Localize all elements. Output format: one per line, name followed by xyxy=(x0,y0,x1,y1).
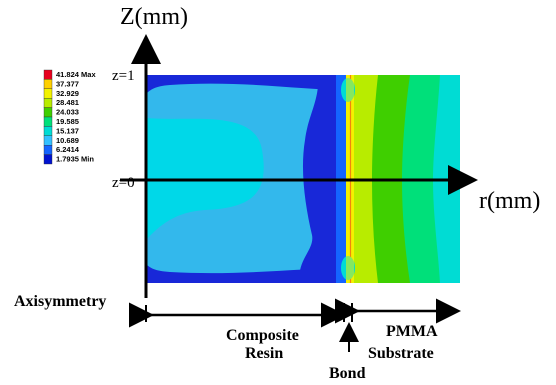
legend-label: 19.585 xyxy=(56,117,79,126)
z-tick-1: z=1 xyxy=(112,68,135,84)
composite-dark-bottom xyxy=(146,264,346,283)
bond-label: Bond xyxy=(329,365,366,382)
composite-label-line2: Resin xyxy=(245,345,283,362)
legend-swatch xyxy=(43,79,53,90)
legend-label: 28.481 xyxy=(56,98,79,107)
legend-swatch xyxy=(43,144,53,155)
axisymmetry-label: Axisymmetry xyxy=(14,293,106,310)
legend-label: 1.7935 Min xyxy=(56,155,94,164)
legend-swatch xyxy=(43,154,53,165)
z-axis-title: Z(mm) xyxy=(120,4,188,30)
composite-dark-top xyxy=(146,75,346,94)
legend-swatch xyxy=(43,107,53,118)
legend-label: 32.929 xyxy=(56,89,79,98)
pmma-label-line2: Substrate xyxy=(368,345,434,362)
legend-label: 6.2414 xyxy=(56,145,80,154)
legend-label: 10.689 xyxy=(56,136,79,145)
legend-swatch xyxy=(43,88,53,99)
legend-swatch xyxy=(43,69,53,80)
pmma-label-line1: PMMA xyxy=(386,323,438,340)
legend-label: 15.137 xyxy=(56,126,79,135)
legend-swatch xyxy=(43,116,53,127)
z-tick-0: z=0 xyxy=(112,175,135,191)
legend-label: 37.377 xyxy=(56,79,79,88)
composite-label-line1: Composite xyxy=(226,327,299,344)
legend-swatch xyxy=(43,135,53,146)
legend-swatch xyxy=(43,97,53,108)
contour-legend: 41.824 Max37.37732.92928.48124.03319.585… xyxy=(43,69,96,165)
r-axis-title: r(mm) xyxy=(479,188,540,214)
legend-swatch xyxy=(43,126,53,137)
legend-label: 41.824 Max xyxy=(56,70,96,79)
legend-label: 24.033 xyxy=(56,108,79,117)
